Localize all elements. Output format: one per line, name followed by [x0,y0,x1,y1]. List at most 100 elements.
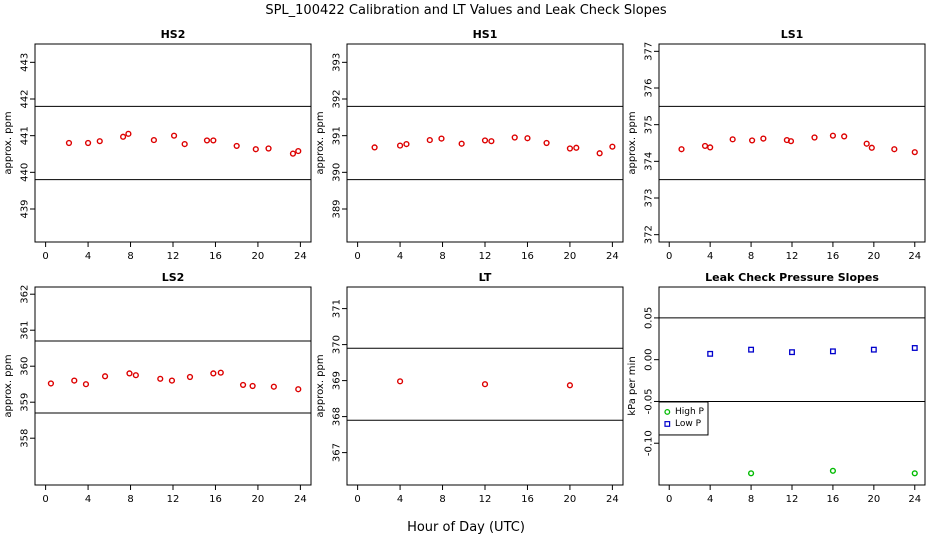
data-point [217,369,224,376]
y-tick-label: 392 [332,89,343,108]
y-tick-label: 373 [644,188,655,207]
y-tick-label: 393 [332,53,343,72]
data-point [787,138,795,145]
data-point [249,382,256,390]
x-tick-label: 12 [479,251,492,262]
panel-4: LS2 approx. ppm 0 4 8 12 16 20 24 358 359 360 361 362 [3,271,312,505]
y-tick-label: 362 [20,285,31,304]
x-tick-label: 0 [42,251,48,262]
data-point [707,144,714,151]
data-point [126,370,133,377]
data-point [841,133,848,140]
data-point [678,146,685,153]
x-tick-label: 8 [748,251,754,262]
data-point [811,134,818,141]
data-point [911,470,918,477]
x-tick-label: 0 [354,494,360,505]
x-tick-label: 16 [209,251,222,262]
data-point [295,147,302,155]
y-tick-label: 391 [332,126,343,145]
x-tick-label: 20 [867,494,880,505]
data-point [609,143,616,150]
x-tick-label: 16 [209,494,222,505]
y-tick-label: -0.10 [644,430,655,456]
data-point [295,386,302,393]
legend-label: High P [675,407,705,417]
data-point [911,149,918,156]
y-tick-label: 368 [332,407,343,426]
data-point [829,132,837,139]
data-point [47,380,55,387]
data-point [789,349,795,356]
data-point [84,139,92,147]
x-tick-label: 24 [908,251,921,262]
data-point [701,142,709,150]
panel-title: LT [479,271,492,284]
x-tick-label: 12 [786,494,799,505]
data-point [760,135,767,142]
data-point [863,140,870,147]
data-point [396,142,404,149]
y-tick-label: 439 [20,199,31,218]
data-point [829,348,836,355]
y-tick-label: 389 [332,199,343,218]
x-tick-label: 4 [85,251,91,262]
panel-2: HS1 approx. ppm 0 4 8 12 16 20 24 389 390 391 392 393 [315,28,624,262]
x-tick-label: 20 [564,494,577,505]
data-point [438,135,445,142]
data-point [65,139,73,147]
y-tick-label: 359 [20,393,31,412]
data-point [829,467,837,474]
panel-title: Leak Check Pressure Slopes [705,271,879,284]
data-point [168,377,176,384]
x-tick-label: 16 [521,494,534,505]
data-point [132,372,139,379]
x-tick-label: 4 [707,251,713,262]
y-tick-label: 390 [332,163,343,182]
data-point [868,144,875,151]
y-tick-label: 369 [332,371,343,390]
panel-6: Leak Check Pressure Slopes kPa per min 0 4 8… [627,271,926,505]
x-tick-label: 8 [127,494,133,505]
x-tick-label: 4 [85,494,91,505]
legend-marker [664,421,671,427]
y-tick-label: 370 [332,335,343,354]
legend-box [658,401,709,436]
x-tick-label: 4 [707,494,713,505]
x-tick-label: 0 [666,251,672,262]
data-point [252,146,259,153]
x-tick-label: 4 [397,251,403,262]
panel-1: HS2 approx. ppm 0 4 8 12 16 20 24 439 440 441 442 443 [3,28,312,262]
data-point [181,141,188,148]
data-point [458,140,465,147]
legend-marker [664,409,671,415]
x-tick-label: 24 [908,494,921,505]
plot-frame [658,286,926,486]
data-point [270,383,277,390]
data-point [729,136,736,143]
y-tick-label: 443 [20,53,31,72]
y-axis-label: kPa per min [627,356,638,415]
data-point [210,370,217,377]
y-tick-label: 377 [644,42,655,61]
x-tick-label: 20 [867,251,880,262]
y-axis-label: approx. ppm [3,354,14,417]
panel-title: HS2 [161,28,186,41]
data-point [120,133,127,140]
y-tick-label: 361 [20,321,31,340]
x-tick-label: 12 [786,251,799,262]
y-axis-label: approx. ppm [315,111,326,174]
data-point [748,346,755,353]
x-tick-label: 16 [827,494,840,505]
data-point [596,150,603,157]
data-point [203,137,211,144]
y-tick-label: 442 [20,89,31,108]
data-point [157,375,164,382]
x-tick-label: 24 [606,494,619,505]
data-point [125,130,132,137]
data-point [426,136,433,144]
data-point [210,137,217,144]
data-point [747,470,755,477]
y-tick-label: 372 [644,225,655,244]
